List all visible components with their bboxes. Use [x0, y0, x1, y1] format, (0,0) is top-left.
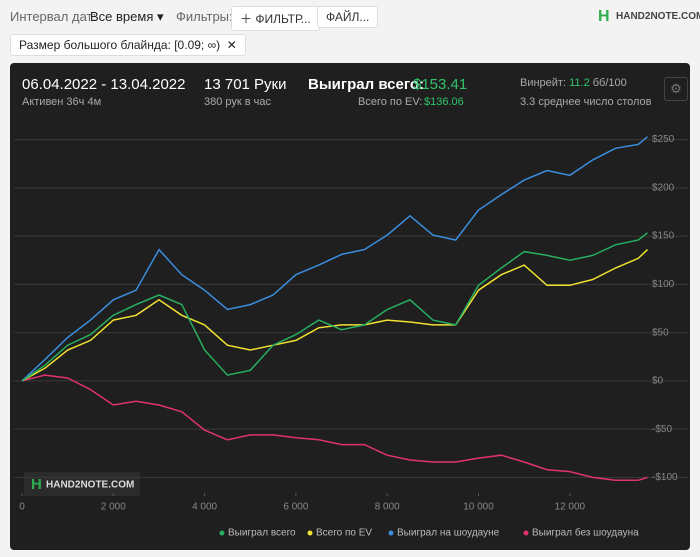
file-button[interactable]: ФАЙЛ... [317, 6, 379, 28]
legend-marker [219, 530, 225, 536]
winrate: Винрейт: 11.2 бб/100 [520, 77, 627, 89]
filter-chip[interactable]: Размер большого блайнда: [0.09; ∞) ✕ [10, 34, 246, 56]
y-tick-label: $100 [652, 279, 675, 290]
legend-marker [523, 530, 529, 536]
x-tick-label: 2 000 [101, 502, 126, 513]
legend-label: Всего по EV [316, 528, 372, 539]
y-tick-label: $50 [652, 327, 669, 338]
date-label: Интервал дат: [10, 9, 97, 24]
ev-label: Всего по EV: [358, 96, 423, 108]
legend-marker [388, 530, 394, 536]
legend-label: Выиграл без шоудауна [532, 527, 639, 539]
won-value: $153.41 [413, 76, 468, 93]
won-label: Выиграл всего: [308, 76, 425, 93]
series-line [21, 374, 648, 482]
filters-label: Фильтры: [176, 9, 233, 24]
y-tick-label: -$100 [652, 472, 678, 483]
chart-panel: 06.04.2022 - 13.04.2022 Активен 36ч 4м 1… [10, 63, 690, 550]
x-tick-label: 12 000 [555, 502, 586, 513]
filter-button-text: ФИЛЬТР... [255, 12, 311, 26]
x-tick-label: 8 000 [375, 502, 400, 513]
chip-text: Размер большого блайнда: [0.09; ∞) [19, 38, 221, 52]
legend-label: Выиграл на шоудауне [397, 528, 500, 539]
logo: HAND2NOTE.COM [616, 11, 700, 22]
watermark-bg [24, 472, 140, 496]
tables: 3.3 среднее число столов [520, 96, 652, 108]
y-tick-label: $200 [652, 182, 675, 193]
winrate-unit: бб/100 [592, 77, 627, 89]
watermark-icon: H [31, 476, 42, 493]
active: Активен 36ч 4м [22, 96, 102, 108]
y-tick-label: $150 [652, 231, 675, 242]
y-tick-label: $250 [652, 134, 675, 145]
logo-icon: H [598, 8, 610, 25]
y-tick-label: $0 [652, 376, 664, 387]
filter-button[interactable]: ＋ ФИЛЬТР... [231, 6, 320, 31]
y-tick-label: -$50 [652, 424, 672, 435]
hands: 13 701 Руки [204, 76, 287, 93]
legend-marker [307, 530, 313, 536]
winrate-value: 11.2 [569, 77, 590, 89]
series-line [21, 136, 648, 382]
settings-button[interactable]: ⚙ [664, 77, 688, 101]
ev-value: $136.06 [424, 96, 464, 108]
date-select[interactable]: Все время ▾ [90, 9, 164, 24]
x-tick-label: 4 000 [192, 502, 217, 513]
series-line [21, 232, 648, 382]
dates: 06.04.2022 - 13.04.2022 [22, 76, 186, 93]
series-line [21, 249, 649, 382]
watermark: HAND2NOTE.COM [46, 480, 134, 491]
date-value: Все время [90, 9, 154, 24]
rate: 380 рук в час [204, 96, 272, 108]
legend-label: Выиграл всего [228, 528, 296, 539]
x-tick-label: 6 000 [283, 502, 308, 513]
x-tick-label: 0 [19, 502, 25, 513]
x-tick-label: 10 000 [463, 502, 494, 513]
winrate-label: Винрейт: [520, 77, 567, 89]
